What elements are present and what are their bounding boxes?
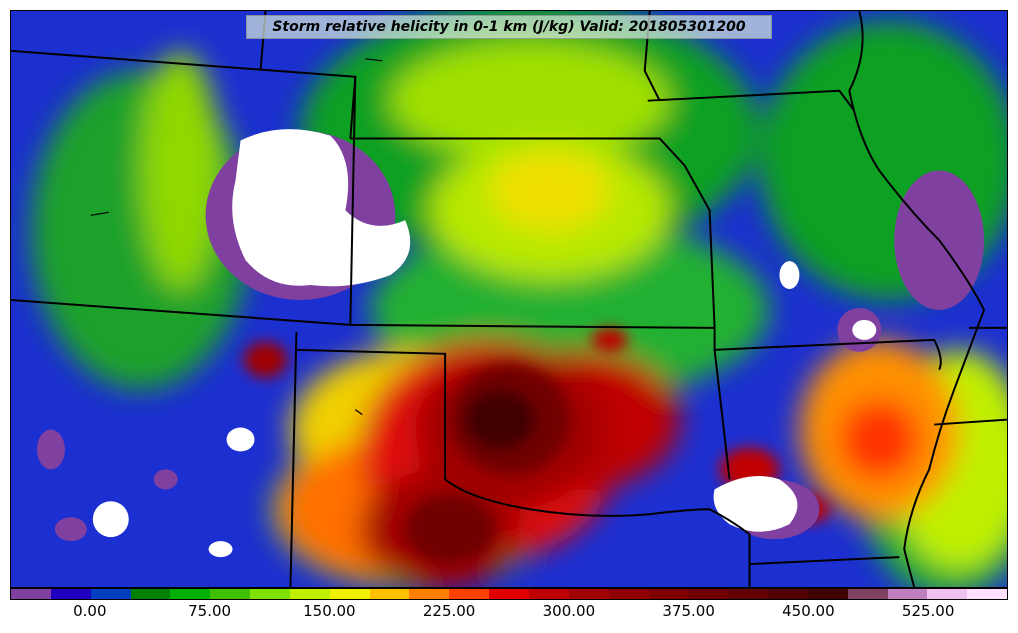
colorbar-tick-label: 300.00 [542,602,596,620]
colorbar-segment [648,589,689,599]
colorbar-tick-label: 150.00 [303,602,356,620]
colorbar-tick-label: 525.00 [901,602,955,620]
colorbar-segment [608,589,649,599]
colorbar-tick-label: 225.00 [422,602,476,620]
colorbar-segment [11,589,51,599]
colorbar-segment [329,589,370,599]
colorbar-segment [887,589,928,599]
colorbar-segment [728,589,769,599]
colorbar-tick-label: 375.00 [662,602,715,620]
colorbar-segment [409,589,450,599]
colorbar-segment [489,589,529,599]
colorbar-segment [528,589,569,599]
colorbar-segment [50,589,91,599]
colorbar-segment [289,589,330,599]
colorbar-segment [130,589,171,599]
state-boundaries [11,11,1007,587]
colorbar-tick-label: 0.00 [73,602,107,620]
map-canvas [11,11,1007,587]
colorbar-segment [568,589,609,599]
low-helicity-patches [36,129,985,558]
helicity-map [10,10,1008,588]
colorbar-segment [250,589,290,599]
colorbar-segment [90,589,131,599]
colorbar-segment [369,589,410,599]
colorbar-segment [967,589,1008,599]
colorbar-segment [210,589,251,599]
colorbar-segment [768,589,808,599]
colorbar-labels: 0.00 75.00 150.00 225.00 300.00 375.00 450.00 5… [10,602,1008,628]
map-title: Storm relative helicity in 0-1 km (J/kg)… [246,15,772,39]
colorbar-segment [927,589,968,599]
colorbar-tick-label: 450.00 [782,602,835,620]
colorbar [10,588,1008,600]
colorbar-segment [847,589,888,599]
colorbar-segment [807,589,848,599]
colorbar-segment [170,589,211,599]
water-features [90,58,383,416]
colorbar-segment [449,589,490,599]
colorbar-tick-label: 75.00 [188,602,232,620]
colorbar-segment [688,589,729,599]
